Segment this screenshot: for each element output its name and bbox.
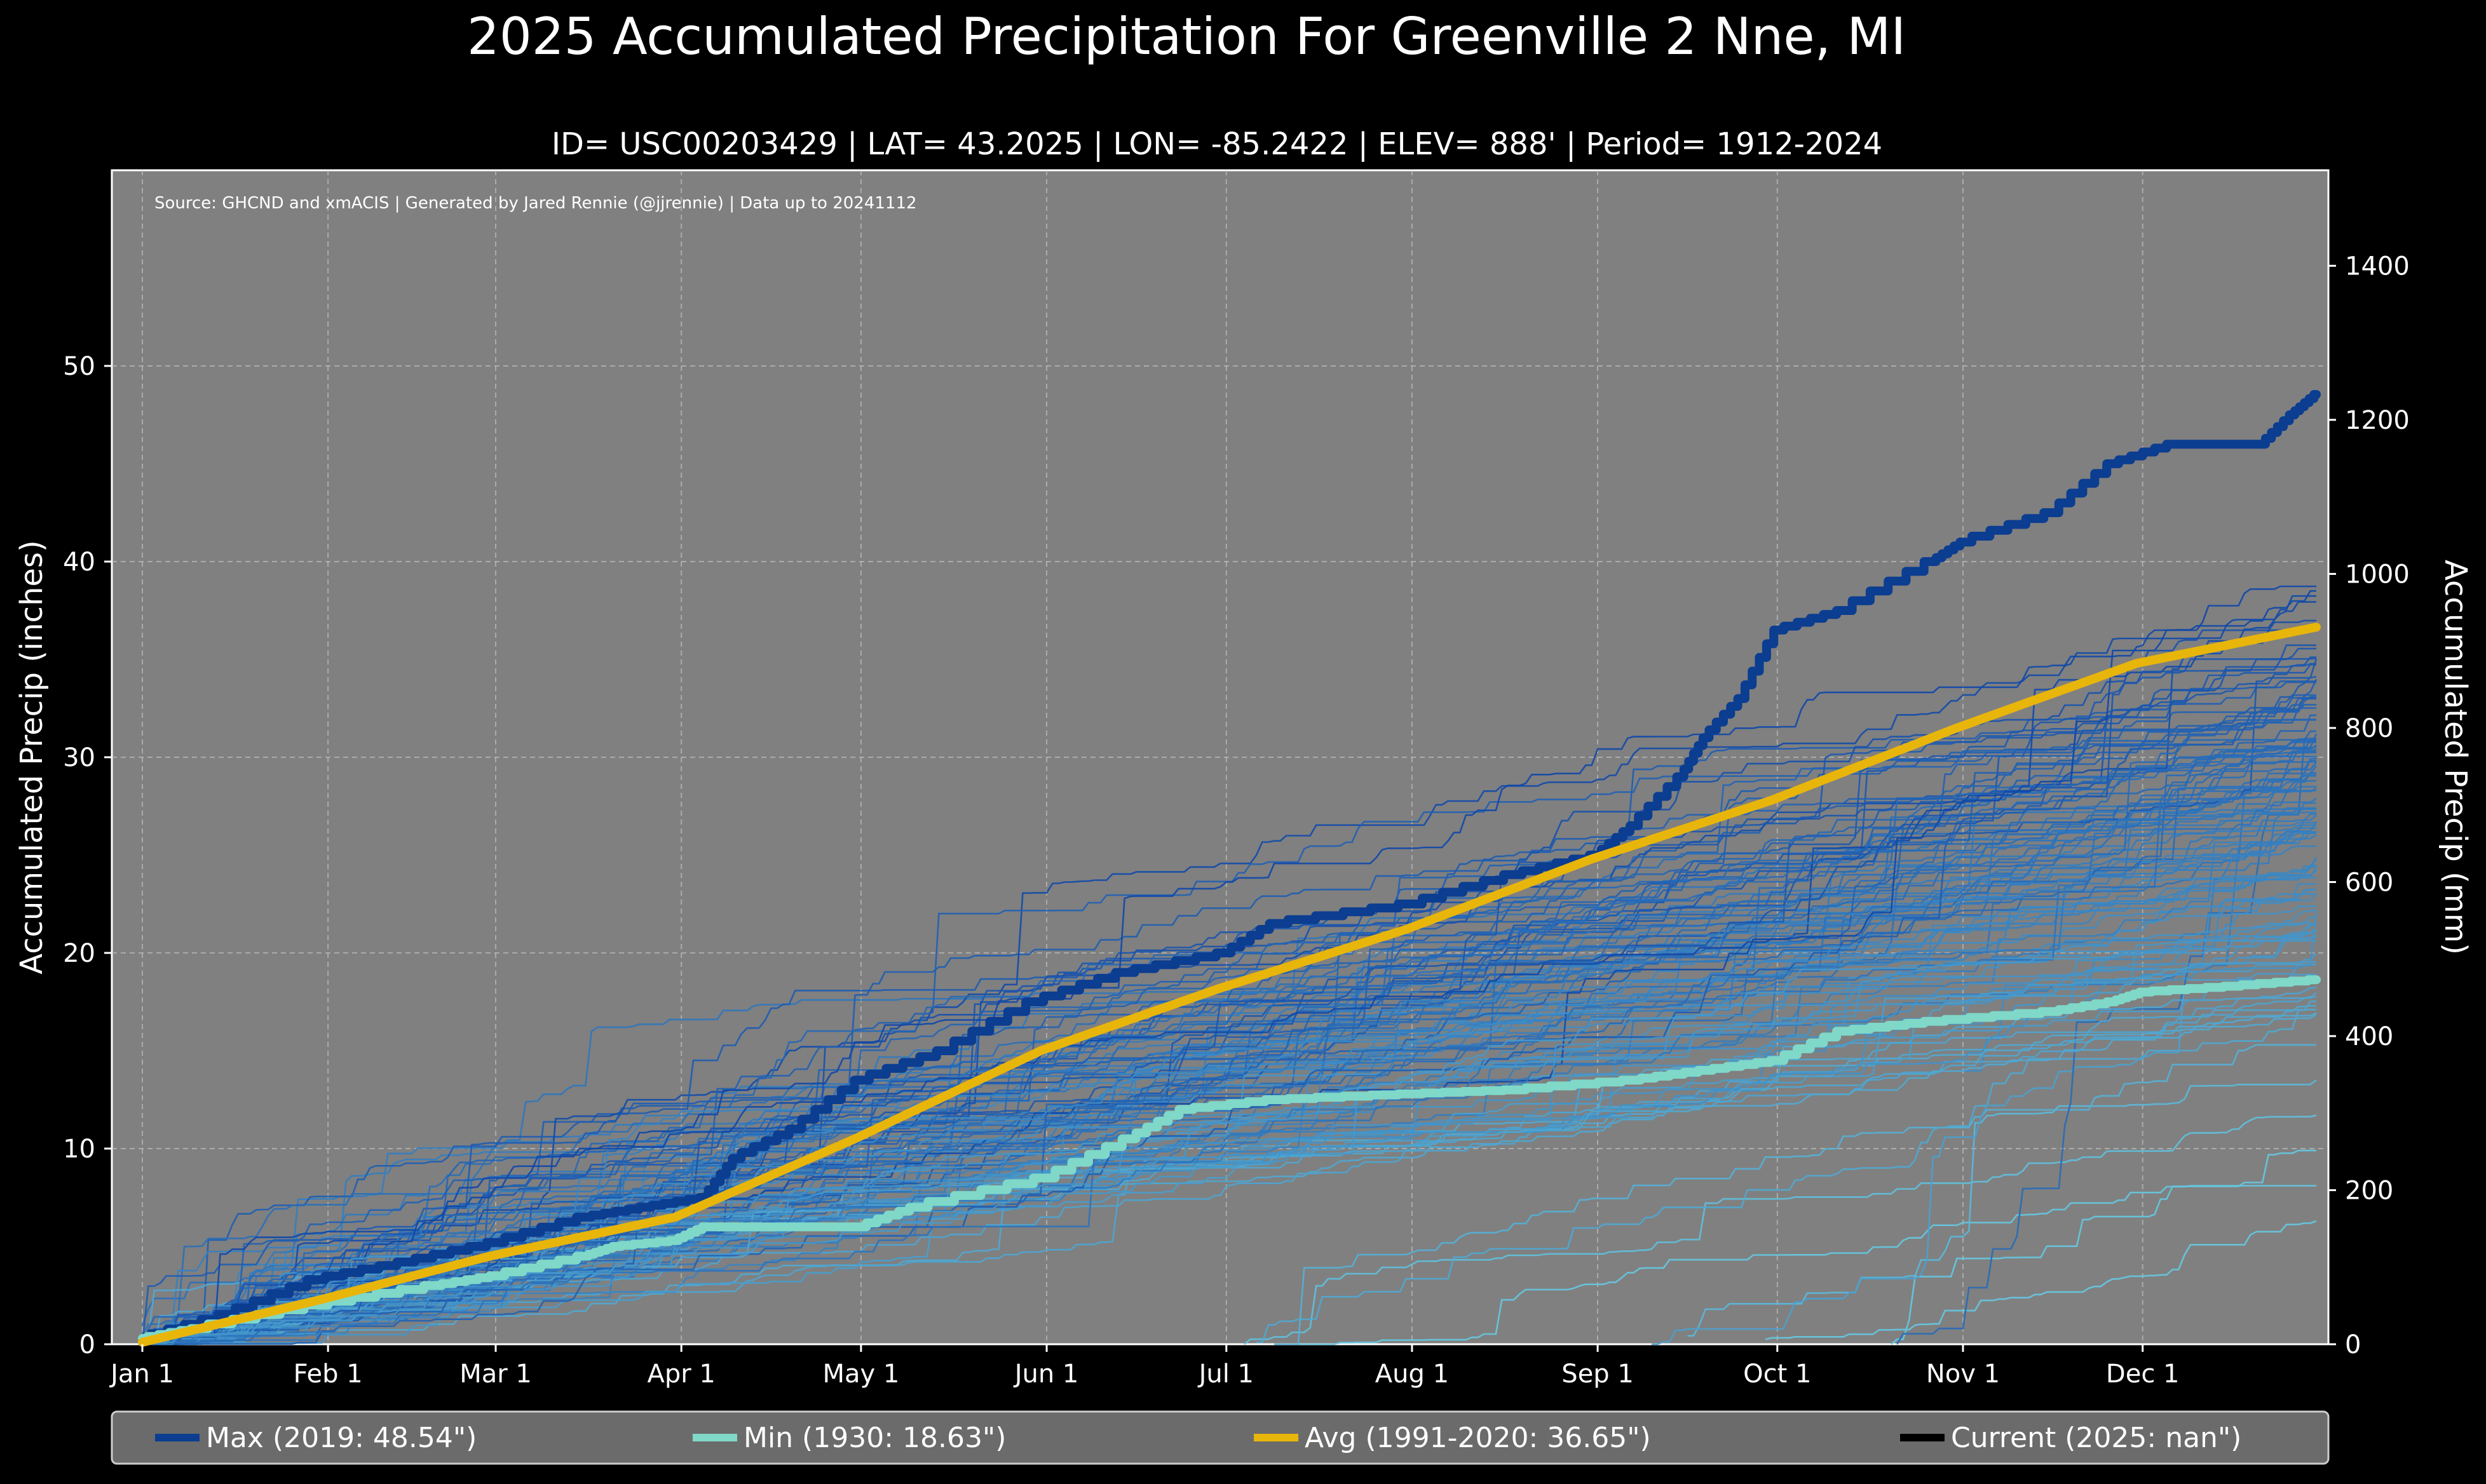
historical-year-line: [141, 807, 2316, 1345]
x-tick-label: Dec 1: [2106, 1359, 2180, 1389]
historical-year-line: [142, 585, 2316, 1345]
historical-year-line: [142, 590, 2316, 1346]
y-tick-label-left: 40: [63, 548, 95, 577]
historical-year-line: [1891, 1149, 2316, 1346]
historical-year-line: [1244, 1114, 2317, 1345]
historical-year-line: [142, 680, 2316, 1346]
x-tick-label: Feb 1: [294, 1359, 363, 1389]
y-tick-label-left: 20: [63, 939, 95, 968]
x-tick-label: Apr 1: [647, 1359, 715, 1389]
historical-year-line: [142, 996, 2316, 1346]
x-tick-label: Jun 1: [1013, 1359, 1079, 1389]
y-tick-label-left: 30: [63, 743, 95, 772]
legend-avg-label: Avg (1991-2020: 36.65"): [1305, 1422, 1651, 1454]
x-tick-label: Aug 1: [1375, 1359, 1449, 1389]
historical-year-line: [142, 893, 2316, 1346]
historical-year-line: [142, 718, 2316, 1346]
x-tick-label: Mar 1: [459, 1359, 532, 1389]
y-tick-label-right: 1200: [2345, 406, 2410, 435]
y-axis-label-right: Accumulated Precip (mm): [2438, 560, 2473, 955]
historical-year-line: [142, 961, 2316, 1346]
historical-year-line: [142, 748, 2317, 1346]
historical-year-line: [1298, 1185, 2316, 1346]
x-tick-label: May 1: [822, 1359, 899, 1389]
historical-year-line: [142, 930, 2317, 1346]
x-tick-label: Sep 1: [1561, 1359, 1634, 1389]
legend-box: [111, 1410, 2330, 1465]
historical-year-line: [142, 940, 2316, 1346]
y-tick-label-right: 400: [2345, 1022, 2393, 1051]
historical-year-line: [142, 681, 2316, 1346]
historical-year-line: [1274, 1044, 2316, 1346]
series-lines: [138, 390, 2321, 1347]
historical-year-line: [142, 807, 2317, 1346]
y-axis-left: 0 10 20 30 40 50: [63, 352, 112, 1359]
source-note: Source: GHCND and xmACIS | Generated by …: [154, 194, 917, 213]
avg-line: [138, 623, 2321, 1347]
y-tick-label-right: 1000: [2345, 560, 2410, 589]
y-tick-label-right: 200: [2345, 1176, 2393, 1205]
x-tick-label: Oct 1: [1743, 1359, 1811, 1389]
y-tick-label-left: 10: [63, 1135, 95, 1164]
legend-min-label: Min (1930: 18.63"): [744, 1422, 1006, 1454]
y-tick-label-right: 1400: [2345, 252, 2410, 281]
historical-year-line: [142, 678, 2318, 1340]
y-axis-right: 0 200 400 600 800 1000 1200 1400: [2328, 252, 2410, 1359]
historical-year-line: [142, 698, 2316, 1346]
historical-year-line: [142, 740, 2316, 1346]
historical-year-line: [1651, 973, 2316, 1346]
historical-year-line: [142, 704, 2316, 1342]
historical-year-line: [141, 745, 2317, 1345]
y-tick-label-right: 0: [2345, 1330, 2361, 1359]
historical-year-line: [1687, 1079, 2317, 1337]
x-tick-label: Jan 1: [109, 1359, 174, 1389]
legend: Max (2019: 48.54") Min (1930: 18.63") Avg …: [155, 1422, 2241, 1454]
legend-current-label: Current (2025: nan"): [1951, 1422, 2241, 1454]
x-tick-label: Jul 1: [1197, 1359, 1254, 1389]
max-line: [138, 390, 2321, 1343]
y-axis-label-left: Accumulated Precip (inches): [14, 540, 50, 975]
historical-year-line: [142, 697, 2316, 1346]
y-tick-label-left: 0: [79, 1330, 95, 1359]
y-tick-label-left: 50: [63, 352, 95, 381]
historical-year-line: [142, 832, 2316, 1345]
historical-year-line: [1765, 1220, 2317, 1340]
x-tick-label: Nov 1: [1926, 1359, 2000, 1389]
chart-subtitle: ID= USC00203429 | LAT= 43.2025 | LON= -8…: [552, 126, 1882, 162]
historical-year-line: [142, 908, 2317, 1345]
y-tick-label-right: 800: [2345, 714, 2393, 743]
historical-year-line: [142, 750, 2316, 1346]
historical-year-line: [142, 845, 2316, 1346]
min-line: [138, 975, 2321, 1343]
legend-max-label: Max (2019: 48.54"): [206, 1422, 477, 1454]
x-axis: Jan 1 Feb 1 Mar 1 Apr 1 May 1 Jun 1 Jul 1 Aug 1…: [109, 1344, 2179, 1389]
historical-year-line: [142, 923, 2316, 1346]
chart-title: 2025 Accumulated Precipitation For Green…: [467, 7, 1906, 66]
historical-year-line: [142, 772, 2316, 1344]
y-tick-label-right: 600: [2345, 868, 2393, 897]
historical-year-line: [142, 601, 2316, 1346]
